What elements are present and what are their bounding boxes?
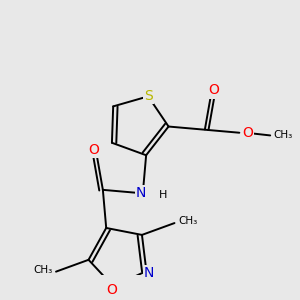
- Text: CH₃: CH₃: [178, 216, 197, 226]
- Text: O: O: [209, 83, 220, 98]
- Text: O: O: [88, 143, 99, 157]
- Text: S: S: [144, 89, 153, 103]
- Text: O: O: [106, 283, 117, 297]
- Text: N: N: [144, 266, 154, 280]
- Text: H: H: [159, 190, 168, 200]
- Text: O: O: [242, 126, 253, 140]
- Text: N: N: [136, 186, 146, 200]
- Text: CH₃: CH₃: [274, 130, 293, 140]
- Text: CH₃: CH₃: [33, 265, 52, 275]
